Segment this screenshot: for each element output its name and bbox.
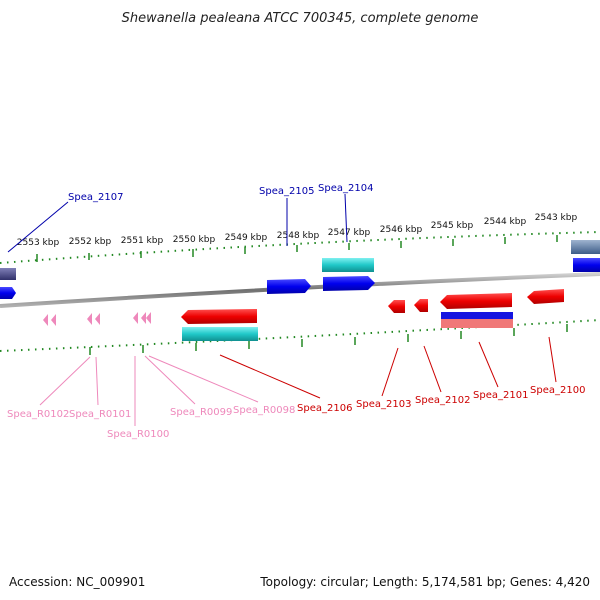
gene-feature[interactable] <box>441 319 513 328</box>
scale-tick-label: 2549 kbp <box>225 233 268 243</box>
gene-feature[interactable] <box>441 312 513 319</box>
gene-label-spea-2105[interactable]: Spea_2105 <box>259 186 314 197</box>
rna-labels: Spea_R0102 Spea_R0101 Spea_R0100 Spea_R0… <box>7 355 295 440</box>
rna-feature[interactable] <box>141 312 146 324</box>
leader-line <box>548 336 557 383</box>
gene-arrow-spea-2101[interactable] <box>440 293 512 309</box>
scale-tick-label: 2548 kbp <box>277 231 320 241</box>
gene-arrow[interactable] <box>0 287 16 299</box>
leader-line <box>344 193 348 243</box>
gene-arrow-spea-2102[interactable] <box>414 299 428 312</box>
rna-feature[interactable] <box>95 313 100 325</box>
gene-label-spea-2100[interactable]: Spea_2100 <box>530 385 585 396</box>
gene-arrow-spea-2105[interactable] <box>267 279 311 294</box>
gene-label-spea-2101[interactable]: Spea_2101 <box>473 390 528 401</box>
leader-line <box>95 356 99 406</box>
reverse-features <box>43 289 564 341</box>
gene-feature-spea-2107[interactable] <box>0 268 16 280</box>
upper-scale: 2553 kbp 2552 kbp 2551 kbp 2550 kbp 2549… <box>0 213 600 264</box>
leader-line <box>381 347 399 397</box>
leader-line <box>219 354 321 399</box>
cds-feature-spea-2104[interactable] <box>322 258 374 272</box>
gene-label-spea-2103[interactable]: Spea_2103 <box>356 399 411 410</box>
scale-tick-label: 2543 kbp <box>535 213 578 223</box>
rna-label-spea-r0099[interactable]: Spea_R0099 <box>170 407 232 418</box>
gene-arrow-spea-2100[interactable] <box>527 289 564 304</box>
scale-tick-label: 2547 kbp <box>328 228 371 238</box>
lower-scale-line <box>0 319 600 352</box>
scale-tick-label: 2551 kbp <box>121 236 164 246</box>
gene-label-spea-2104[interactable]: Spea_2104 <box>318 183 373 194</box>
leader-line <box>7 201 69 253</box>
scale-tick-label: 2553 kbp <box>17 238 60 248</box>
gene-arrow-spea-2103[interactable] <box>388 300 405 313</box>
accession-text: Accession: NC_009901 <box>9 575 145 589</box>
gene-feature[interactable] <box>571 240 600 254</box>
scale-tick-label: 2552 kbp <box>69 237 112 247</box>
leader-line <box>148 355 259 403</box>
gene-label-spea-2107[interactable]: Spea_2107 <box>68 192 123 203</box>
rna-label-spea-r0101[interactable]: Spea_R0101 <box>69 409 131 420</box>
cds-feature-spea-2106[interactable] <box>182 327 258 341</box>
rna-label-spea-r0102[interactable]: Spea_R0102 <box>7 409 69 420</box>
lower-scale <box>0 319 600 355</box>
forward-gene-labels: Spea_2107 Spea_2105 Spea_2104 <box>7 183 373 253</box>
rna-label-spea-r0100[interactable]: Spea_R0100 <box>107 429 169 440</box>
gene-arrow-spea-2104[interactable] <box>323 276 375 291</box>
forward-features <box>0 240 600 299</box>
gene-label-spea-2106[interactable]: Spea_2106 <box>297 403 352 414</box>
leader-line <box>39 356 91 406</box>
leader-line <box>478 341 499 388</box>
scale-tick-label: 2550 kbp <box>173 235 216 245</box>
rna-feature[interactable] <box>43 314 48 326</box>
rna-feature[interactable] <box>87 313 92 325</box>
scale-tick-label: 2546 kbp <box>380 225 423 235</box>
leader-line <box>144 355 196 405</box>
upper-scale-line <box>0 231 600 264</box>
genome-title: Shewanella pealeana ATCC 700345, complet… <box>122 11 479 26</box>
gene-feature[interactable] <box>573 258 600 272</box>
gene-label-spea-2102[interactable]: Spea_2102 <box>415 395 470 406</box>
rna-feature[interactable] <box>146 312 151 324</box>
scale-tick-label: 2545 kbp <box>431 221 474 231</box>
leader-line <box>423 345 442 393</box>
reverse-gene-labels: Spea_2106 Spea_2103 Spea_2102 Spea_2101 … <box>219 336 585 414</box>
rna-feature[interactable] <box>133 312 138 324</box>
rna-feature[interactable] <box>51 314 56 326</box>
rna-label-spea-r0098[interactable]: Spea_R0098 <box>233 405 295 416</box>
gene-arrow-spea-2106[interactable] <box>181 309 257 324</box>
genome-summary-text: Topology: circular; Length: 5,174,581 bp… <box>259 575 590 589</box>
scale-tick-label: 2544 kbp <box>484 217 527 227</box>
